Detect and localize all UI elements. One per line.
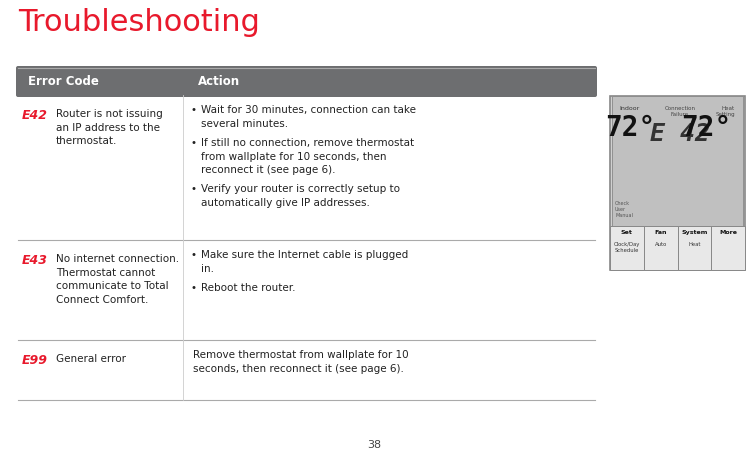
Text: Indoor: Indoor [620,106,640,111]
Text: Fan: Fan [655,230,667,235]
Text: Wait for 30 minutes, connection can take
several minutes.: Wait for 30 minutes, connection can take… [201,105,416,128]
Text: Error Code: Error Code [28,75,99,88]
Text: General error: General error [56,354,126,364]
Text: More: More [719,230,737,235]
Text: Heat: Heat [688,242,700,247]
Text: 72°: 72° [605,114,655,142]
Text: •: • [191,283,197,293]
Text: Connection
Failure: Connection Failure [664,106,696,117]
Text: •: • [191,250,197,260]
Text: Troubleshooting: Troubleshooting [18,8,260,37]
Text: E42: E42 [22,109,48,122]
Text: •: • [191,138,197,148]
Text: Router is not issuing
an IP address to the
thermostat.: Router is not issuing an IP address to t… [56,109,163,146]
Text: E 42: E 42 [650,122,710,146]
Bar [643,226,678,270]
Text: 38: 38 [368,440,381,450]
Text: Check
User
Manual: Check User Manual [615,201,633,218]
Bar [610,96,745,270]
Text: Auto: Auto [655,242,667,247]
Text: If still no connection, remove thermostat
from wallplate for 10 seconds, then
re: If still no connection, remove thermosta… [201,138,414,175]
Text: 72°: 72° [681,114,731,142]
Text: E43: E43 [22,254,48,267]
Text: Clock/Day
Schedule: Clock/Day Schedule [613,242,640,253]
Text: E99: E99 [22,354,48,367]
Text: •: • [191,105,197,115]
Bar [610,226,643,270]
Text: Verify your router is correctly setup to
automatically give IP addresses.: Verify your router is correctly setup to… [201,184,400,208]
Text: Reboot the router.: Reboot the router. [201,283,296,293]
Text: No internet connection.
Thermostat cannot
communicate to Total
Connect Comfort.: No internet connection. Thermostat canno… [56,254,179,305]
Text: Make sure the Internet cable is plugged
in.: Make sure the Internet cable is plugged … [201,250,408,274]
Text: Set: Set [621,230,633,235]
Text: Action: Action [198,75,240,88]
Bar [612,96,743,226]
Text: System: System [681,230,708,235]
Text: Heat
Setting: Heat Setting [715,106,735,117]
FancyBboxPatch shape [16,66,597,97]
Text: Remove thermostat from wallplate for 10
seconds, then reconnect it (see page 6).: Remove thermostat from wallplate for 10 … [193,350,409,374]
Bar [712,226,745,270]
Text: •: • [191,184,197,195]
Bar [678,226,712,270]
